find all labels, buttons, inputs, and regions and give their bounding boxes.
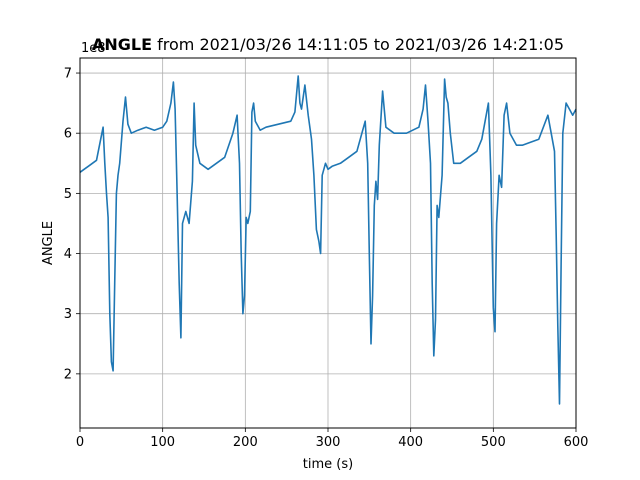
y-tick-label: 7 [64,67,72,82]
chart-title: ANGLE from 2021/03/26 14:11:05 to 2021/0… [92,35,564,54]
y-tick-label: 6 [64,127,72,142]
x-tick-label: 500 [481,435,506,450]
grid-lines [79,58,577,428]
x-axis-label: time (s) [303,457,353,472]
y-tick-label: 3 [64,307,72,322]
x-tick-label: 600 [564,435,589,450]
y-axis-label: ANGLE [41,221,56,265]
y-tick-label: 5 [64,187,72,202]
y-axis: 2 3 4 5 6 7 [64,67,80,382]
x-tick-label: 300 [316,435,341,450]
y-tick-label: 2 [64,367,72,382]
chart-title-bold: ANGLE [92,35,152,54]
x-tick-label: 200 [233,435,258,450]
x-tick-label: 400 [398,435,423,450]
series-layer [79,75,577,405]
y-tick-label: 4 [64,247,72,262]
x-axis: 0 100 200 300 400 500 600 [76,428,589,450]
series-line-angle [79,75,577,405]
x-tick-label: 100 [150,435,175,450]
chart-title-rest: from 2021/03/26 14:11:05 to 2021/03/26 1… [152,35,564,54]
x-tick-label: 0 [76,435,84,450]
y-offset-label: 1e8 [81,41,106,56]
